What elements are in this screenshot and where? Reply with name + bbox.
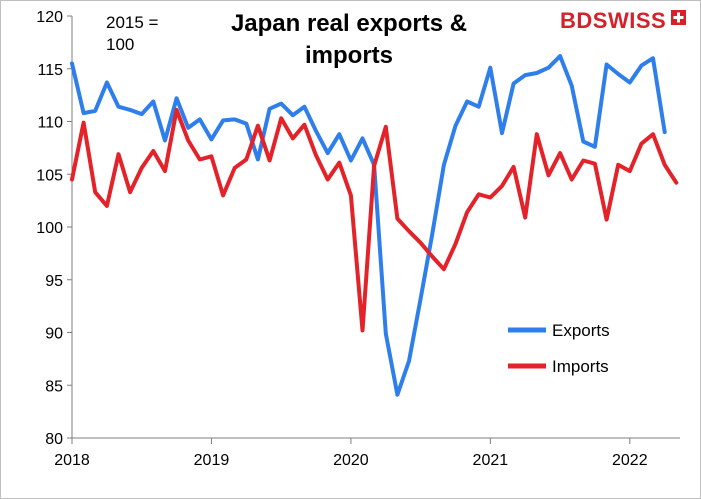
series-line-exports [70, 54, 667, 397]
legend-label-exports: Exports [552, 321, 610, 340]
swiss-cross-icon [671, 10, 686, 25]
y-tick-label: 105 [36, 167, 63, 184]
x-tick-label: 2018 [54, 452, 90, 469]
y-tick-label: 100 [36, 220, 63, 237]
legend-label-imports: Imports [552, 357, 609, 376]
y-tick-label: 110 [37, 115, 63, 132]
base-note: 2015 = 100 [106, 13, 159, 54]
x-tick-label: 2022 [612, 452, 648, 469]
base-note-line-2: 100 [106, 35, 134, 54]
y-tick-label: 80 [45, 431, 63, 448]
legend: Exports Imports [508, 321, 610, 376]
chart-title-line-1: Japan real exports & [231, 10, 467, 37]
x-tick-label: 2021 [473, 452, 509, 469]
series-line-imports [70, 107, 679, 333]
y-tick-label: 120 [36, 9, 63, 26]
y-axis: 80 85 90 95 100 105 110 115 120 [36, 9, 73, 448]
x-tick-label: 2020 [333, 452, 369, 469]
chart-title: Japan real exports & imports [231, 10, 467, 69]
y-tick-label: 95 [45, 273, 63, 290]
series-layer [70, 54, 679, 397]
legend-item-imports: Imports [508, 357, 609, 376]
y-tick-label: 115 [37, 62, 63, 79]
logo-text: BDSWISS [560, 8, 666, 33]
chart-title-line-2: imports [305, 42, 393, 69]
legend-item-exports: Exports [508, 321, 610, 340]
x-tick-label: 2019 [194, 452, 230, 469]
y-tick-label: 90 [45, 326, 63, 343]
brand-logo: BDSWISS [560, 8, 686, 33]
base-note-line-1: 2015 = [106, 13, 159, 32]
x-axis: 2018 2019 2020 2021 2022 [54, 437, 680, 469]
y-tick-label: 85 [45, 378, 63, 395]
